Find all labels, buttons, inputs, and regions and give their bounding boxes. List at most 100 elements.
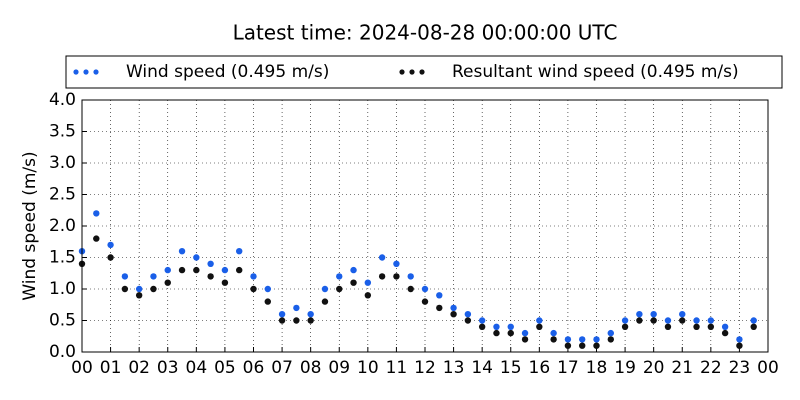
data-point <box>421 298 429 305</box>
x-tick-label: 14 <box>471 358 493 378</box>
y-axis-label: Wind speed (m/s) <box>20 151 40 300</box>
x-tick-label: 17 <box>557 358 579 378</box>
x-tick-label: 08 <box>300 358 322 378</box>
y-tick-label: 1.5 <box>49 248 76 268</box>
data-point <box>121 273 129 280</box>
x-tick-label: 12 <box>414 358 436 378</box>
data-point <box>321 285 329 293</box>
data-point <box>293 317 300 324</box>
data-point <box>193 254 200 261</box>
data-point <box>364 279 372 286</box>
data-point <box>221 279 229 286</box>
x-tick-label: 20 <box>643 358 665 378</box>
data-point <box>507 323 514 330</box>
data-point <box>121 285 129 293</box>
x-tick-label: 03 <box>157 358 179 378</box>
data-point <box>536 323 543 330</box>
data-point <box>350 279 357 286</box>
data-point <box>736 336 743 343</box>
data-point <box>493 323 500 330</box>
data-point <box>436 292 443 299</box>
data-point <box>307 317 314 324</box>
data-point <box>278 317 286 324</box>
data-point <box>679 311 686 318</box>
data-point <box>93 235 100 242</box>
y-tick-label: 3.0 <box>49 153 76 173</box>
x-tick-label: 21 <box>671 358 693 378</box>
data-point <box>107 241 114 249</box>
data-point <box>478 317 486 324</box>
data-point <box>579 336 586 343</box>
data-point <box>135 292 143 299</box>
legend-marker <box>399 69 405 75</box>
x-tick-label: 00 <box>71 358 93 378</box>
x-tick-label: 19 <box>614 358 636 378</box>
data-point <box>93 210 100 217</box>
x-tick-label: 06 <box>243 358 265 378</box>
data-point <box>636 311 643 318</box>
legend-marker <box>93 69 99 75</box>
legend-marker <box>409 69 415 75</box>
x-tick-label: 10 <box>357 358 379 378</box>
data-point <box>593 342 600 349</box>
data-point <box>650 311 657 318</box>
data-point <box>178 248 186 255</box>
data-point <box>336 273 343 280</box>
data-point <box>336 285 343 293</box>
data-point <box>250 273 257 280</box>
data-point <box>378 273 386 280</box>
data-point <box>679 317 686 324</box>
data-point <box>107 254 114 261</box>
legend-label: Resultant wind speed (0.495 m/s) <box>452 62 739 82</box>
data-point <box>521 329 529 337</box>
x-tick-label: 05 <box>214 358 236 378</box>
x-tick-label: 22 <box>700 358 722 378</box>
data-point <box>593 336 600 343</box>
data-point <box>579 342 586 349</box>
data-point <box>750 317 757 324</box>
legend-marker <box>83 69 89 75</box>
legend-label: Wind speed (0.495 m/s) <box>126 62 329 82</box>
data-point <box>393 273 400 280</box>
data-point <box>264 285 271 293</box>
data-point <box>493 329 500 337</box>
data-point <box>150 285 157 293</box>
data-point <box>307 311 314 318</box>
data-point <box>135 285 143 293</box>
x-tick-label: 16 <box>529 358 551 378</box>
y-tick-label: 4.0 <box>49 90 76 110</box>
data-point <box>207 273 214 280</box>
data-point <box>421 285 429 293</box>
legend-marker <box>73 69 79 75</box>
data-point <box>178 266 186 274</box>
y-tick-label: 2.0 <box>49 216 76 236</box>
data-point <box>393 260 400 267</box>
data-point <box>693 323 700 330</box>
data-point <box>736 342 743 349</box>
data-point <box>550 329 557 337</box>
data-point <box>621 323 629 330</box>
x-tick-label: 01 <box>100 358 122 378</box>
data-point <box>364 292 372 299</box>
data-point <box>436 304 443 312</box>
x-tick-label: 02 <box>128 358 150 378</box>
data-point <box>150 273 157 280</box>
data-point <box>221 266 229 274</box>
plot-frame <box>81 99 769 353</box>
data-point <box>164 279 171 286</box>
data-point <box>450 311 457 318</box>
data-point <box>707 317 715 324</box>
data-point <box>564 336 572 343</box>
data-point <box>664 323 672 330</box>
data-point <box>193 266 200 274</box>
data-point <box>707 323 715 330</box>
data-point <box>521 336 529 343</box>
legend-marker <box>419 69 425 75</box>
x-tick-label: 07 <box>271 358 293 378</box>
data-point <box>350 266 357 274</box>
data-point <box>464 311 472 318</box>
y-tick-label: 0.5 <box>49 311 76 331</box>
x-tick-label: 13 <box>443 358 465 378</box>
